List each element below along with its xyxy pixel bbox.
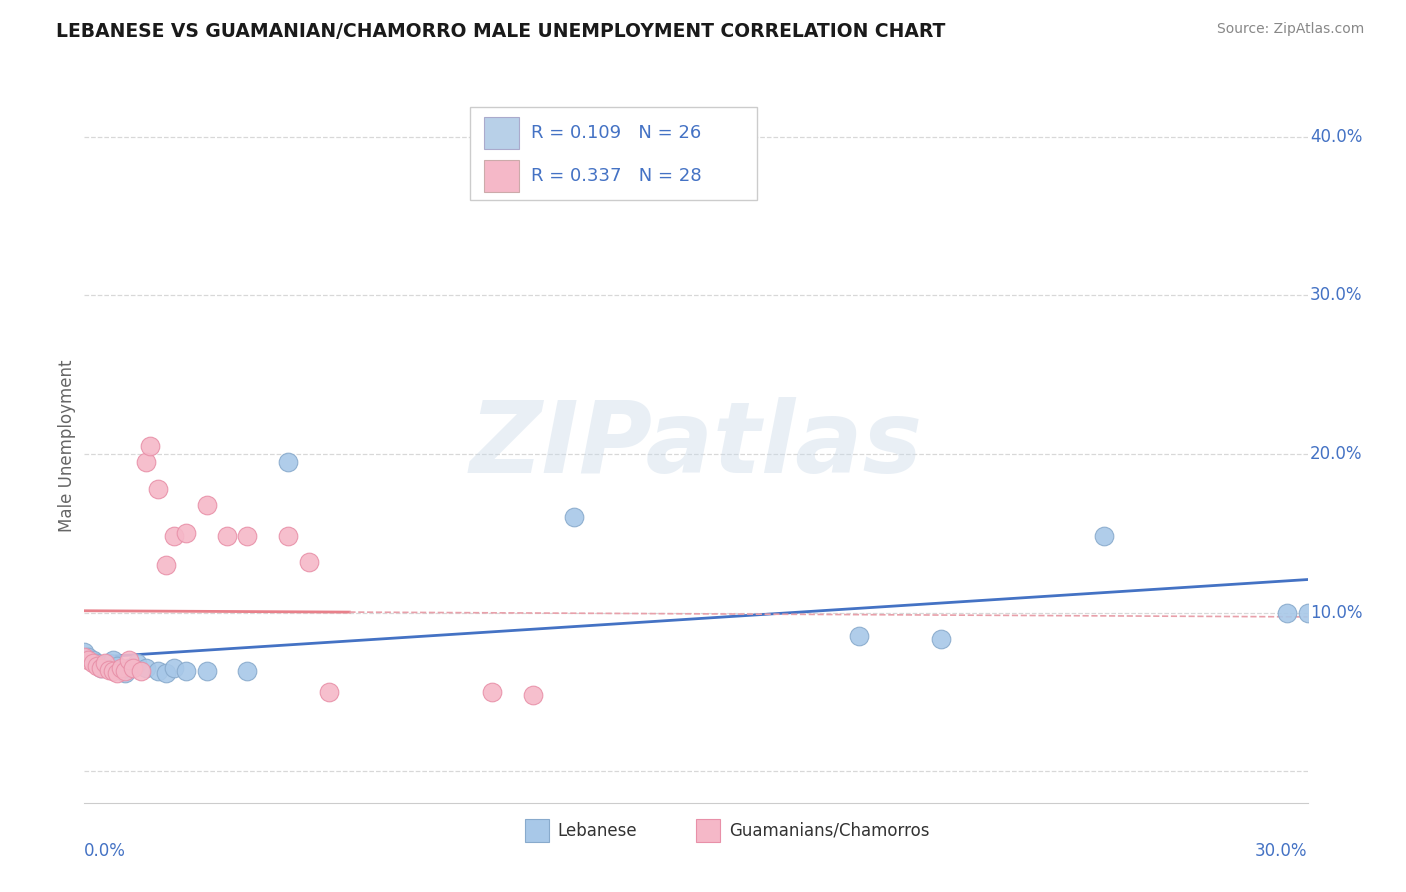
Text: Source: ZipAtlas.com: Source: ZipAtlas.com: [1216, 22, 1364, 37]
Text: R = 0.109   N = 26: R = 0.109 N = 26: [531, 124, 702, 142]
Point: [298, 555, 321, 569]
Point: [101, 664, 124, 678]
Point: [73, 649, 96, 664]
Y-axis label: Male Unemployment: Male Unemployment: [58, 359, 76, 533]
Point: [131, 664, 153, 678]
Point: [155, 558, 177, 572]
Point: [101, 653, 124, 667]
Text: 20.0%: 20.0%: [1310, 445, 1362, 463]
Point: [77, 649, 100, 664]
Bar: [696, 819, 720, 842]
Text: 10.0%: 10.0%: [1310, 604, 1362, 622]
Point: [73, 645, 96, 659]
Text: 0.0%: 0.0%: [84, 842, 127, 861]
Point: [82, 653, 104, 667]
Point: [135, 455, 157, 469]
Point: [146, 482, 169, 496]
Bar: [484, 161, 519, 193]
Text: R = 0.337   N = 28: R = 0.337 N = 28: [531, 168, 702, 186]
Point: [118, 653, 141, 667]
Point: [93, 657, 115, 671]
Text: ZIPatlas: ZIPatlas: [470, 398, 922, 494]
Point: [82, 657, 104, 671]
Point: [277, 529, 299, 543]
Point: [86, 657, 108, 671]
Point: [277, 455, 299, 469]
Point: [929, 632, 952, 647]
Text: Lebanese: Lebanese: [558, 822, 637, 839]
Point: [77, 653, 100, 667]
Point: [318, 685, 340, 699]
Point: [138, 439, 160, 453]
Point: [522, 688, 544, 702]
Point: [114, 665, 136, 680]
Text: 30.0%: 30.0%: [1310, 286, 1362, 304]
Point: [481, 685, 503, 699]
Point: [146, 664, 169, 678]
Point: [110, 661, 132, 675]
Bar: [484, 117, 519, 149]
Bar: [524, 819, 550, 842]
Point: [163, 529, 186, 543]
Point: [86, 659, 108, 673]
Text: Guamanians/Chamorros: Guamanians/Chamorros: [728, 822, 929, 839]
Point: [195, 664, 218, 678]
Point: [1092, 529, 1115, 543]
Point: [155, 665, 177, 680]
Bar: [470, 107, 758, 200]
Point: [105, 659, 128, 673]
Point: [90, 661, 112, 675]
Point: [236, 529, 259, 543]
Point: [97, 663, 120, 677]
Point: [562, 510, 585, 524]
Point: [90, 661, 112, 675]
Text: 30.0%: 30.0%: [1256, 842, 1308, 861]
Point: [1277, 606, 1299, 620]
Point: [110, 663, 132, 677]
Point: [114, 664, 136, 678]
Point: [174, 664, 197, 678]
Point: [97, 657, 120, 671]
Point: [1296, 606, 1319, 620]
Point: [118, 661, 141, 675]
Point: [174, 526, 197, 541]
Point: [122, 661, 145, 675]
Point: [105, 665, 128, 680]
Point: [848, 629, 870, 643]
Point: [195, 498, 218, 512]
Text: LEBANESE VS GUAMANIAN/CHAMORRO MALE UNEMPLOYMENT CORRELATION CHART: LEBANESE VS GUAMANIAN/CHAMORRO MALE UNEM…: [56, 22, 946, 41]
Point: [163, 661, 186, 675]
Text: 40.0%: 40.0%: [1310, 128, 1362, 145]
Point: [127, 657, 149, 671]
Point: [135, 661, 157, 675]
Point: [236, 664, 259, 678]
Point: [217, 529, 239, 543]
